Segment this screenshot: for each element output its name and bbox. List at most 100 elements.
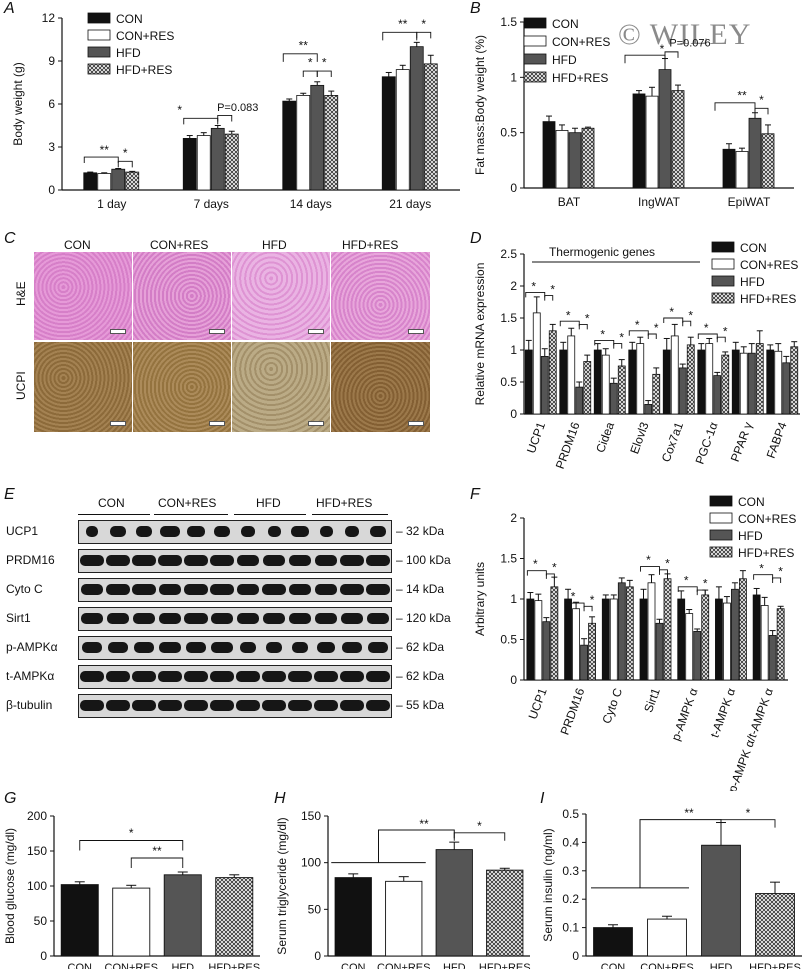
significance-marker: * xyxy=(723,324,728,338)
bar-hfd-sirt1 xyxy=(655,622,664,681)
blot-band xyxy=(105,700,131,711)
significance-bracket xyxy=(659,569,668,575)
bar-hfd-res-7-days xyxy=(224,133,239,191)
blot-band xyxy=(290,526,310,537)
blot-band xyxy=(106,555,130,566)
blot-label-p-ampk: p-AMPKα xyxy=(6,640,58,654)
significance-marker: ** xyxy=(299,39,309,53)
ucp1-image-con xyxy=(34,342,132,432)
significance-bracket xyxy=(594,339,615,346)
significance-marker: * xyxy=(308,56,313,70)
blot-label-cyto-c: Cyto C xyxy=(6,582,43,596)
category-label-14-days: 14 days xyxy=(290,197,332,211)
y-tick-label: 0 xyxy=(510,181,517,195)
bar-hfd-res-14-days xyxy=(324,95,339,191)
category-label-hfd: HFD xyxy=(443,962,466,969)
significance-marker: * xyxy=(552,560,557,574)
blot-band xyxy=(80,613,104,624)
significance-bracket xyxy=(282,53,318,62)
blot-band xyxy=(158,613,182,624)
blot-band xyxy=(266,642,282,653)
histology-col-hfd-res: HFD+RES xyxy=(342,238,399,252)
category-label-prdm16: PRDM16 xyxy=(558,686,588,737)
y-tick-label: 9 xyxy=(48,54,55,68)
legend-label-hfd-res: HFD+RES xyxy=(740,292,796,306)
significance-marker: * xyxy=(421,17,426,31)
bar-hfd-1-day xyxy=(111,168,126,191)
significance-bracket xyxy=(663,317,684,323)
category-label-prdm16: PRDM16 xyxy=(553,420,583,471)
y-tick-label: 0.1 xyxy=(562,921,579,935)
significance-marker: * xyxy=(619,331,624,345)
category-label-con: CON xyxy=(601,962,626,969)
blot-band xyxy=(132,671,156,682)
bar-con-cox7a1 xyxy=(662,349,671,415)
category-label-21-days: 21 days xyxy=(389,197,431,211)
blot-strip-p-ampk xyxy=(78,636,392,660)
y-tick-label: 100 xyxy=(301,856,321,870)
blot-band xyxy=(340,613,364,624)
y-tick-label: 0.2 xyxy=(562,892,579,906)
chart-i: 0 0.1 0.2 0.3 0.4 0.5 Serum insulin (ng/ml) CON… xyxy=(541,806,802,969)
significance-bracket xyxy=(453,832,506,841)
significance-marker: * xyxy=(688,308,693,322)
legend-label-con: CON xyxy=(116,12,143,26)
histology-col-con: CON xyxy=(64,238,91,252)
bar-hfd-res-t-ampk xyxy=(739,578,747,681)
blot-band xyxy=(107,642,129,653)
significance-bracket xyxy=(79,840,184,851)
bar-hfd xyxy=(435,849,473,957)
blot-band xyxy=(239,642,257,653)
significance-bracket xyxy=(302,70,318,78)
bar-con-ucp1 xyxy=(526,598,535,681)
bar-hfd-res xyxy=(486,869,524,957)
blot-label-tubulin: β-tubulin xyxy=(6,698,53,712)
legend-swatch-hfd xyxy=(87,46,111,58)
chart-g: 0 50 100 150 200 Blood glucose (mg/dl) CON CON+… xyxy=(3,809,260,969)
bar-con-res-p-ampk-t-ampk xyxy=(760,605,769,681)
category-label-p-ampk: p-AMPK α xyxy=(669,686,701,742)
category-label-elovl3: Elovl3 xyxy=(627,420,651,456)
bar-hfd-ucp1 xyxy=(540,356,549,415)
legend-label-hfd-res: HFD+RES xyxy=(552,71,608,85)
histology-row-he: H&E xyxy=(14,281,28,306)
bar-hfd-res-cyto-c xyxy=(625,586,634,681)
histology-col-hfd: HFD xyxy=(262,238,287,252)
significance-bracket xyxy=(753,574,774,580)
legend-swatch-hfd xyxy=(709,529,733,541)
category-label-ingwat: IngWAT xyxy=(638,195,681,209)
significance-bracket xyxy=(716,336,726,343)
legend-label-hfd-res: HFD+RES xyxy=(738,546,794,560)
bar-con-t-ampk xyxy=(715,598,723,681)
significance-bracket xyxy=(696,589,706,596)
significance-bracket xyxy=(697,333,718,339)
significance-marker: ** xyxy=(152,844,162,858)
he-image-hfd xyxy=(232,252,330,340)
category-label-ppar: PPAR γ xyxy=(728,420,755,463)
bar-con-cidea xyxy=(593,349,602,415)
bar-con-res-21-days xyxy=(395,69,410,191)
significance-marker: * xyxy=(322,56,327,70)
blot-band xyxy=(132,555,156,566)
category-label-cidea: Cidea xyxy=(593,420,617,455)
significance-marker: * xyxy=(665,556,670,570)
bar-con-res-cox7a1 xyxy=(670,335,679,415)
blot-band xyxy=(262,613,286,624)
bar-hfd-res-fabp4 xyxy=(790,346,799,415)
significance-bracket xyxy=(544,295,554,301)
bar-con-21-days xyxy=(381,76,396,191)
significance-marker: * xyxy=(660,42,665,56)
bar-hfd-ucp1 xyxy=(542,621,551,681)
bar-con-1-day xyxy=(83,172,98,191)
y-tick-label: 1.5 xyxy=(500,15,517,29)
blot-band xyxy=(314,671,338,682)
blot-band xyxy=(210,642,234,653)
blot-band xyxy=(80,555,104,566)
bar-con-res-prdm16 xyxy=(572,608,580,681)
y-tick-label: 1.5 xyxy=(500,552,517,566)
bar-con-ppar xyxy=(731,349,740,415)
blot-band xyxy=(261,700,287,711)
legend-swatch-con-res xyxy=(523,35,547,47)
significance-bracket xyxy=(526,570,547,576)
bar-con-res-7-days xyxy=(196,135,211,191)
